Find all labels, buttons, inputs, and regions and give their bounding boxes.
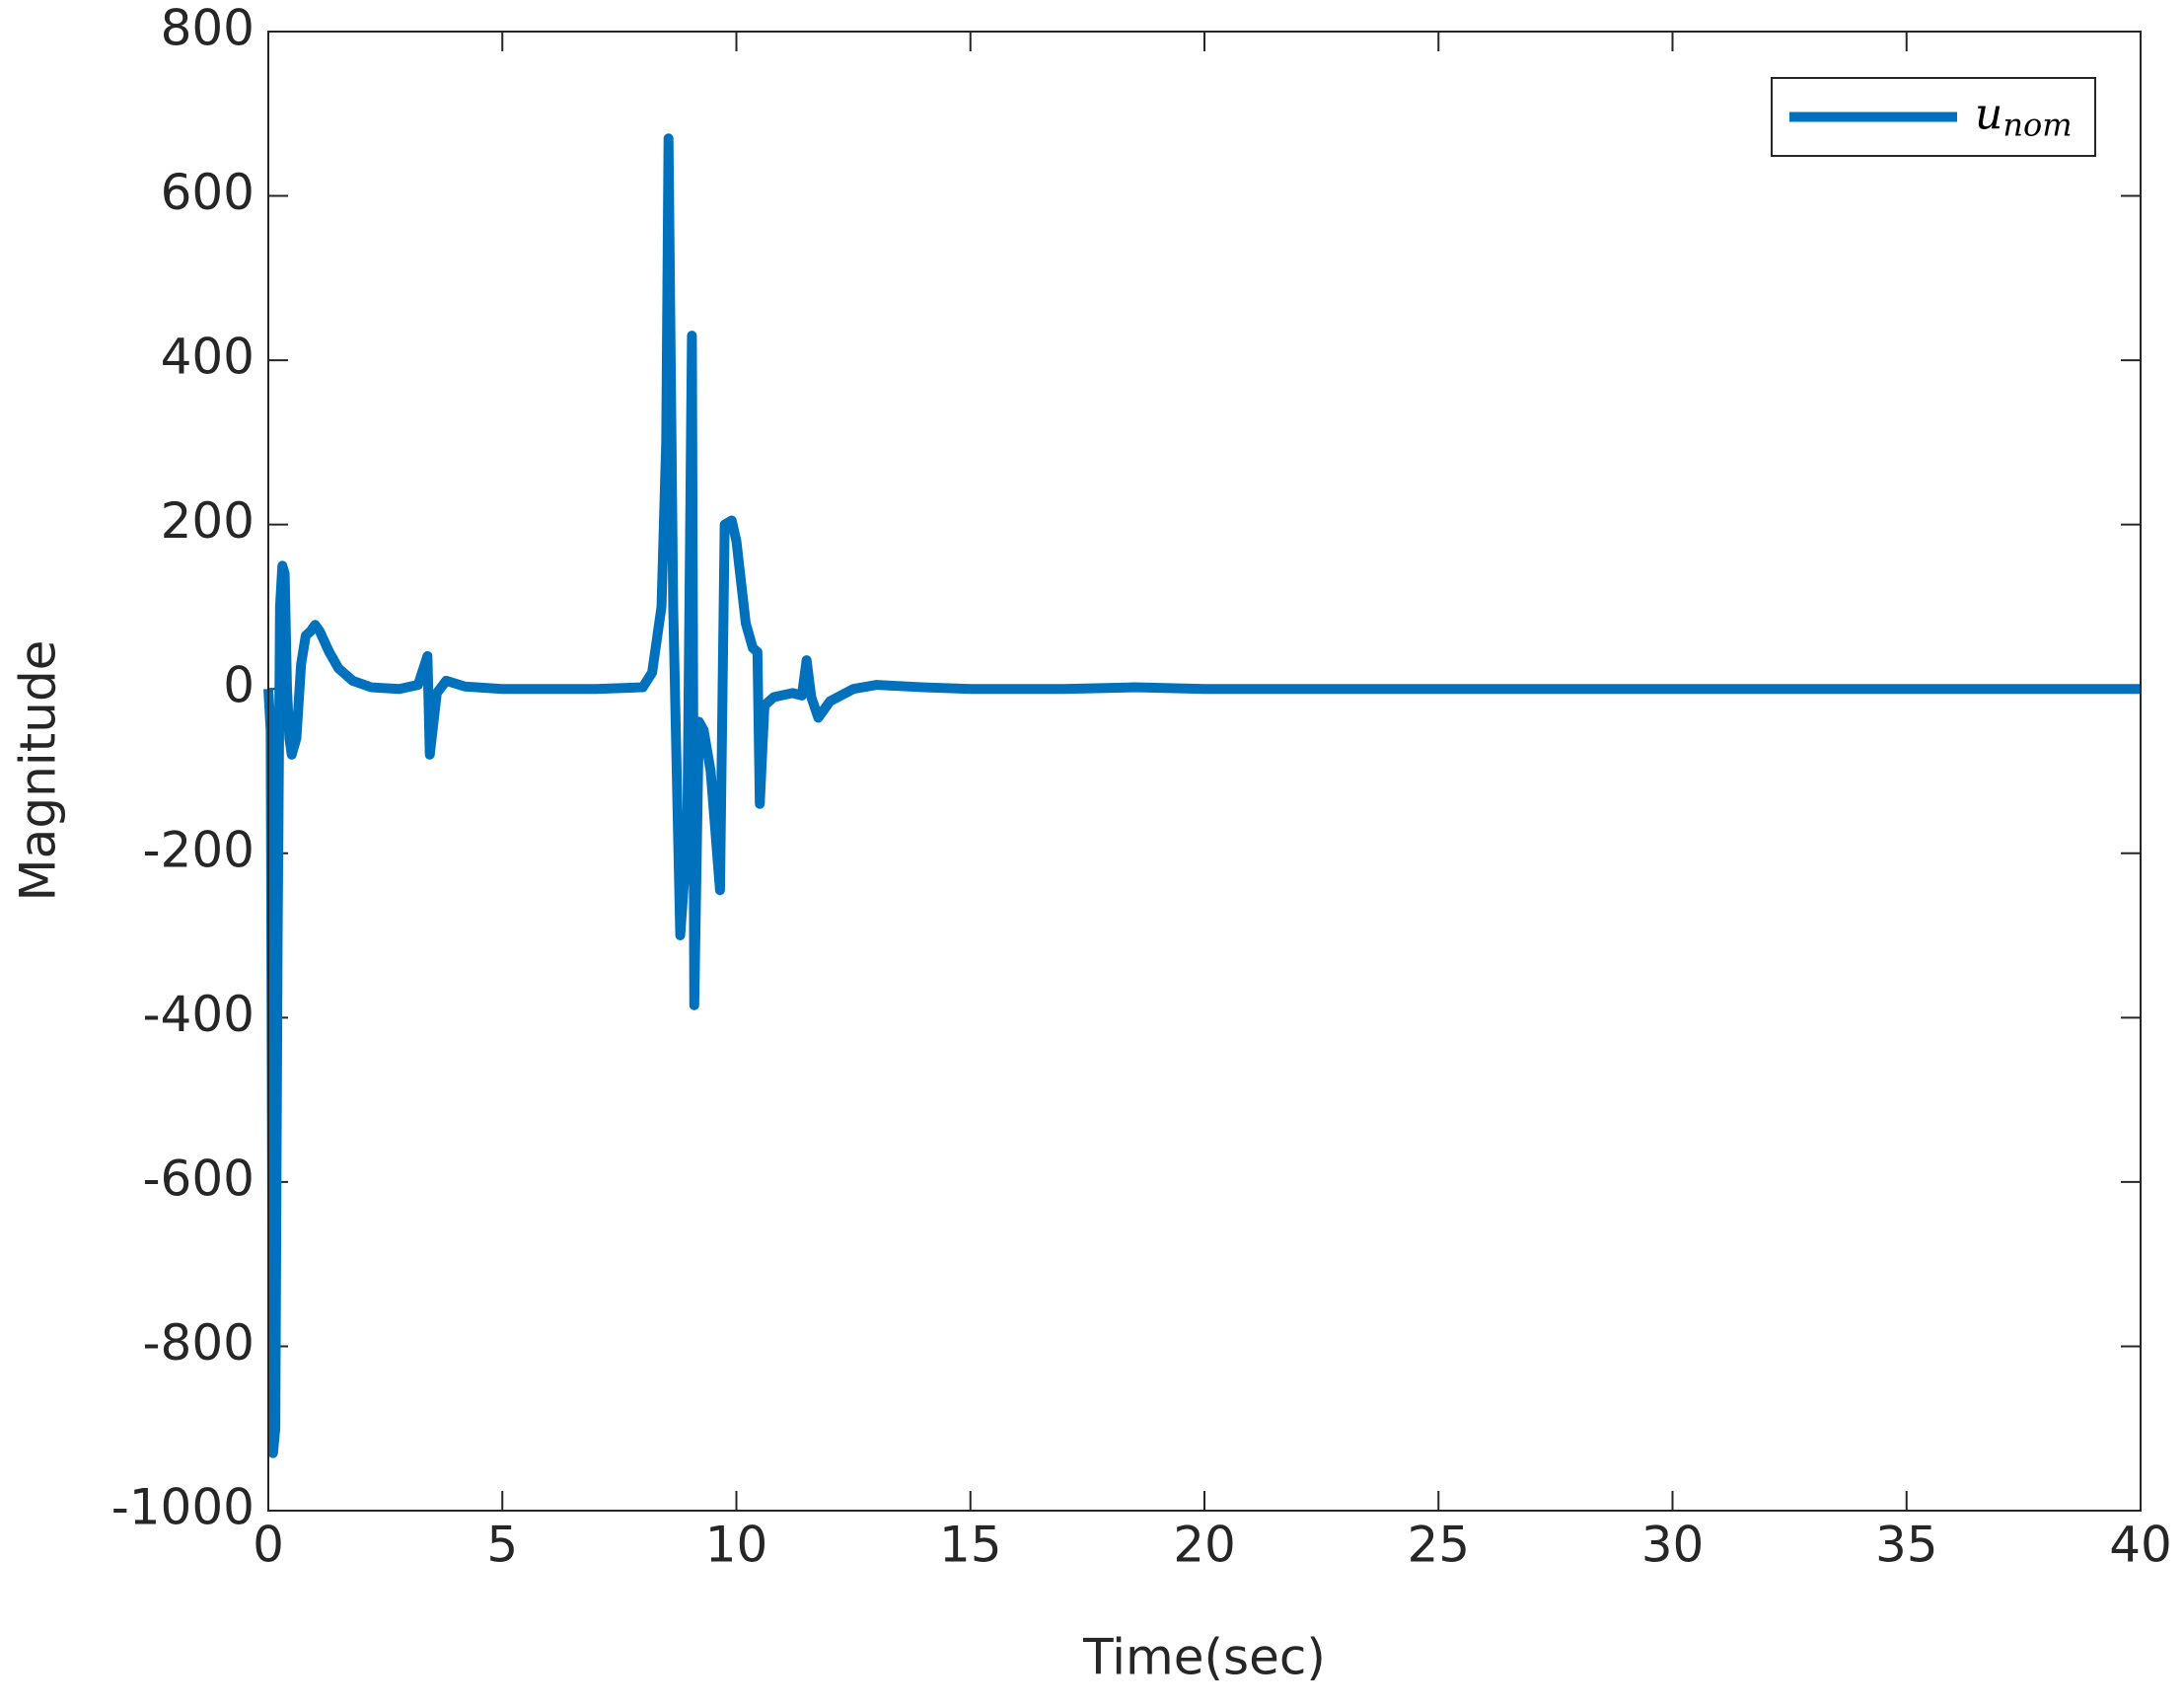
x-tick-label: 30 [1641, 1517, 1705, 1574]
y-tick-label: 400 [161, 329, 255, 386]
x-tick-label: 35 [1875, 1517, 1938, 1574]
y-tick-label: -400 [143, 986, 255, 1043]
y-axis-label: Magnitude [10, 640, 67, 902]
x-tick-label: 15 [939, 1517, 1002, 1574]
x-tick-label: 25 [1407, 1517, 1470, 1574]
y-tick-label: 600 [161, 164, 255, 221]
plot-area [268, 32, 2141, 1511]
x-tick-label: 0 [253, 1517, 284, 1574]
y-tick-label: -800 [143, 1314, 255, 1372]
x-tick-label: 40 [2109, 1517, 2172, 1574]
x-tick-label: 5 [486, 1517, 518, 1574]
legend: unom [1771, 77, 2096, 157]
y-tick-label: 0 [223, 657, 255, 714]
y-tick-label: -600 [143, 1150, 255, 1207]
y-tick-label: 200 [161, 492, 255, 550]
x-tick-label: 20 [1173, 1517, 1236, 1574]
x-tick-label: 10 [705, 1517, 768, 1574]
data-line [263, 133, 2141, 1458]
x-axis-label: Time(sec) [1082, 1629, 1326, 1686]
y-tick-label: -1000 [111, 1479, 255, 1536]
legend-label: unom [1975, 89, 2073, 143]
y-tick-label: -200 [143, 821, 255, 878]
plot-frame [267, 31, 2142, 1512]
y-tick-label: 800 [161, 0, 255, 57]
